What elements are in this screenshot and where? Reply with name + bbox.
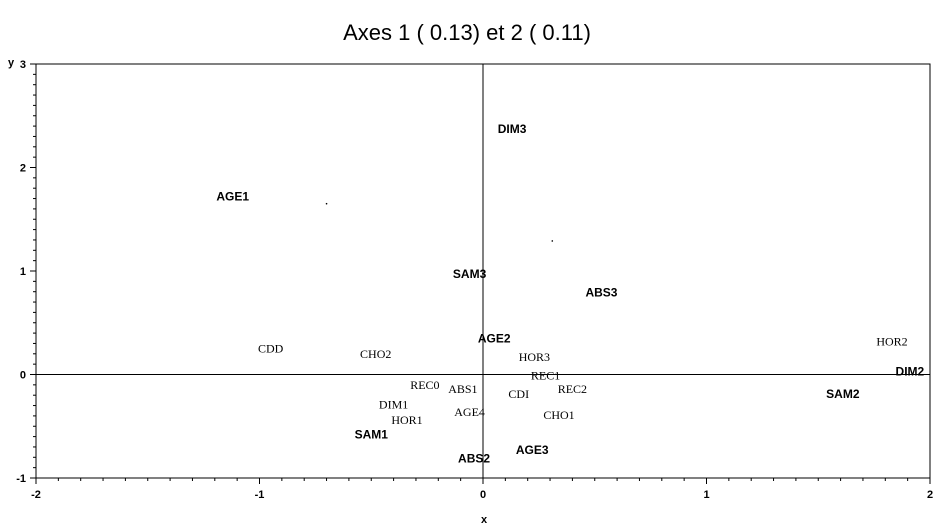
point-label-abs3: ABS3	[585, 286, 617, 300]
y-tick-label: -1	[16, 473, 26, 485]
chart-title: Axes 1 ( 0.13) et 2 ( 0.11)	[343, 20, 591, 45]
x-tick-label: 0	[480, 489, 486, 501]
point-label-dim2: DIM2	[896, 364, 925, 378]
point-label-age3: AGE3	[516, 443, 549, 457]
stray-dot	[325, 202, 328, 205]
point-label-cdi: CDI	[508, 387, 529, 401]
x-tick-label: -1	[255, 489, 265, 501]
point-label-rec1: REC1	[531, 369, 560, 383]
x-tick-label: 2	[927, 489, 933, 501]
point-label-sam1: SAM1	[355, 428, 389, 442]
minor-ticks	[33, 73, 909, 481]
point-label-cho1: CHO1	[543, 408, 574, 422]
point-label-age4: AGE4	[454, 405, 485, 419]
major-ticks	[30, 63, 931, 484]
stray-dot	[551, 240, 554, 242]
y-tick-label: 1	[20, 266, 26, 278]
point-label-age2: AGE2	[478, 331, 511, 345]
point-label-hor2: HOR2	[876, 334, 907, 348]
point-label-sam2: SAM2	[826, 387, 860, 401]
point-label-sam3: SAM3	[453, 267, 487, 281]
x-tick-label: 1	[703, 489, 709, 501]
x-tick-label: -2	[31, 489, 41, 501]
point-label-abs1: ABS1	[448, 382, 477, 396]
reference-lines	[36, 64, 930, 478]
point-label-abs2: ABS2	[458, 451, 490, 465]
point-label-rec0: REC0	[410, 378, 439, 392]
point-label-cdd: CDD	[258, 342, 284, 356]
y-tick-label: 3	[20, 59, 26, 71]
point-label-hor3: HOR3	[519, 350, 550, 364]
y-tick-label: 2	[20, 163, 26, 175]
y-axis-label: y	[8, 57, 15, 69]
point-label-hor1: HOR1	[391, 413, 422, 427]
point-label-rec2: REC2	[558, 382, 587, 396]
x-axis-label: x	[481, 514, 488, 526]
tick-labels: -2 -1 0 1 2 -1 0 1 2 3	[16, 59, 933, 501]
point-label-cho2: CHO2	[360, 347, 391, 361]
point-label-age1: AGE1	[216, 189, 249, 203]
stray-dots	[325, 202, 554, 242]
point-label-dim3: DIM3	[498, 122, 527, 136]
point-labels: AGE1 DIM3 SAM3 ABS3 CDD CHO2 AGE2 HOR3 HOR2 DIM2 R…	[216, 122, 924, 465]
y-tick-label: 0	[20, 370, 26, 382]
point-label-dim1: DIM1	[379, 398, 408, 412]
